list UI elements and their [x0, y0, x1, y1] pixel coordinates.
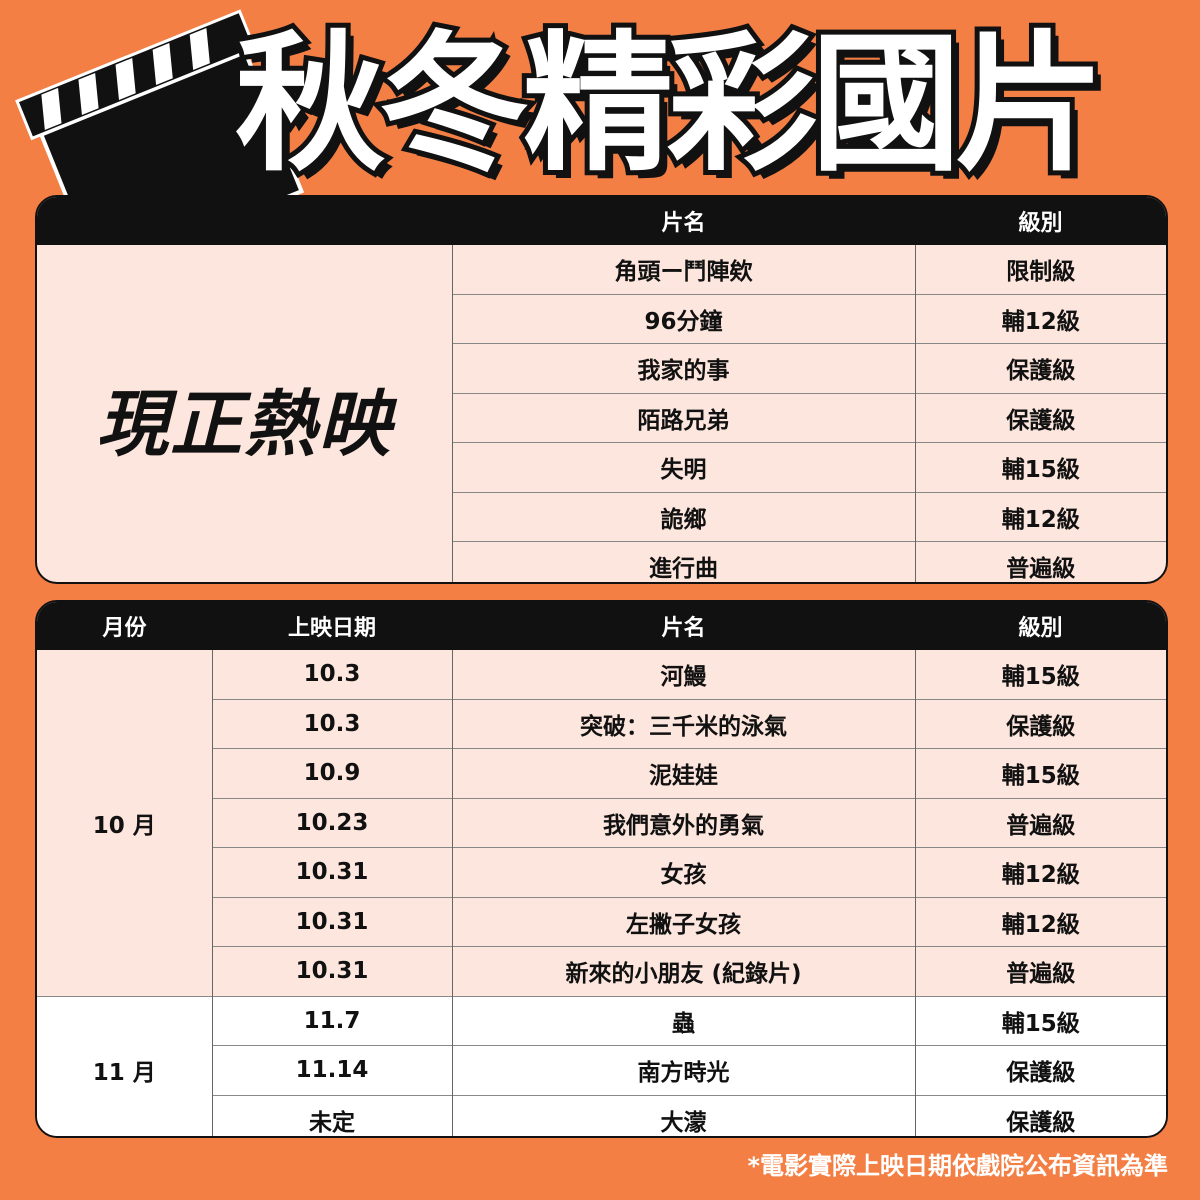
- table-row: 10.31 女孩 輔12級: [37, 847, 1166, 897]
- table-row: 10 月 10.3 河鰻 輔15級: [37, 650, 1166, 839]
- movie-title: 我們意外的勇氣: [451, 797, 915, 848]
- table-row: 進行曲 普遍級: [37, 541, 1166, 582]
- movie-rating: 保護級: [914, 392, 1166, 443]
- release-date: 10.23: [211, 797, 452, 848]
- movie-rating: 輔15級: [914, 995, 1166, 1046]
- movie-title: 詭鄉: [451, 491, 915, 542]
- release-date: 10.31: [211, 847, 452, 897]
- movie-title: 96分鐘: [451, 293, 915, 344]
- header-date: 上映日期: [212, 602, 452, 650]
- movie-rating: 輔12級: [914, 491, 1166, 542]
- movie-rating: 輔15級: [914, 748, 1166, 798]
- movie-rating: 輔12級: [914, 293, 1166, 344]
- table-row: 詭鄉 輔12級: [37, 491, 1166, 542]
- poster-title: 秋冬精彩國片: [230, 15, 1110, 195]
- release-date: 11.14: [211, 1045, 452, 1095]
- month-label: 10 月: [92, 812, 156, 839]
- table-row: 我家的事 保護級: [37, 343, 1166, 393]
- movie-title: 左撇子女孩: [451, 896, 915, 947]
- movie-rating: 普遍級: [914, 541, 1166, 582]
- movie-rating: 普遍級: [914, 797, 1166, 848]
- movie-title: 陌路兄弟: [451, 392, 915, 443]
- release-date: 未定: [211, 1094, 452, 1136]
- movie-rating: 限制級: [914, 245, 1166, 294]
- movie-title: 我家的事: [451, 343, 915, 393]
- now-showing-label: 現正熱映: [96, 382, 393, 467]
- table-row: 10.3 突破：三千米的泳氣 保護級: [37, 698, 1166, 749]
- table-row: 未定 大濛 保護級: [37, 1094, 1166, 1136]
- release-date: 10.31: [211, 946, 452, 996]
- movie-rating: 保護級: [914, 1045, 1166, 1095]
- table-row: 96分鐘 輔12級: [37, 293, 1166, 344]
- movie-title: 新來的小朋友 (紀錄片): [451, 946, 915, 996]
- header-rating: 級別: [915, 197, 1166, 245]
- movie-title: 河鰻: [451, 650, 915, 699]
- movie-title: 進行曲: [451, 541, 915, 582]
- movie-rating: 輔12級: [914, 847, 1166, 897]
- movie-rating: 保護級: [914, 1094, 1166, 1136]
- table-row: 失明 輔15級: [37, 442, 1166, 492]
- movie-title: 突破：三千米的泳氣: [451, 698, 915, 749]
- movie-title: 大濛: [451, 1094, 915, 1136]
- table-row: 10.23 我們意外的勇氣 普遍級: [37, 797, 1166, 848]
- movie-title: 角頭ー鬥陣欸: [451, 245, 915, 294]
- movie-title: 失明: [451, 442, 915, 492]
- footnote: *電影實際上映日期依戲院公布資訊為準: [747, 1152, 1168, 1180]
- movie-rating: 輔15級: [914, 442, 1166, 492]
- table-row: 11 月 11.7 蟲輔15級: [37, 995, 1166, 1136]
- movie-rating: 保護級: [914, 343, 1166, 393]
- movie-title: 蟲: [451, 995, 915, 1046]
- movie-title: 女孩: [451, 847, 915, 897]
- upcoming-table: 月份 上映日期 片名 級別 10 月 10.3 河鰻 輔15級 10.3 突破：三千米的泳氣 保護…: [35, 600, 1168, 1138]
- header-empty: [37, 197, 452, 245]
- table-row: 現正熱映 角頭ー鬥陣欸 限制級: [37, 245, 1166, 466]
- header-title: 片名: [452, 602, 915, 650]
- movie-title: 泥娃娃: [451, 748, 915, 798]
- header-title: 片名: [452, 197, 915, 245]
- header-rating: 級別: [915, 602, 1166, 650]
- release-date: 11.7: [211, 995, 452, 1046]
- movie-rating: 普遍級: [914, 946, 1166, 996]
- table-row: 10.31 左撇子女孩 輔12級: [37, 896, 1166, 947]
- movie-rating: 保護級: [914, 698, 1166, 749]
- month-label: 11 月: [37, 995, 212, 1136]
- movie-rating: 輔12級: [914, 896, 1166, 947]
- movie-rating: 輔15級: [914, 650, 1166, 699]
- table-row: 10.9 泥娃娃 輔15級: [37, 748, 1166, 798]
- release-date: 10.31: [211, 896, 452, 947]
- release-date: 10.9: [211, 748, 452, 798]
- release-date: 10.3: [211, 650, 452, 699]
- table-row: 10.31 新來的小朋友 (紀錄片) 普遍級: [37, 946, 1166, 996]
- now-showing-table: 片名 級別 現正熱映 角頭ー鬥陣欸 限制級 96分鐘 輔12級 我家的事 保護級 陌路兄弟 保護級…: [35, 195, 1168, 584]
- table-row: 11.14 南方時光 保護級: [37, 1045, 1166, 1095]
- table-row: 陌路兄弟 保護級: [37, 392, 1166, 443]
- movie-title: 南方時光: [451, 1045, 915, 1095]
- header-month: 月份: [37, 602, 212, 650]
- release-date: 10.3: [211, 698, 452, 749]
